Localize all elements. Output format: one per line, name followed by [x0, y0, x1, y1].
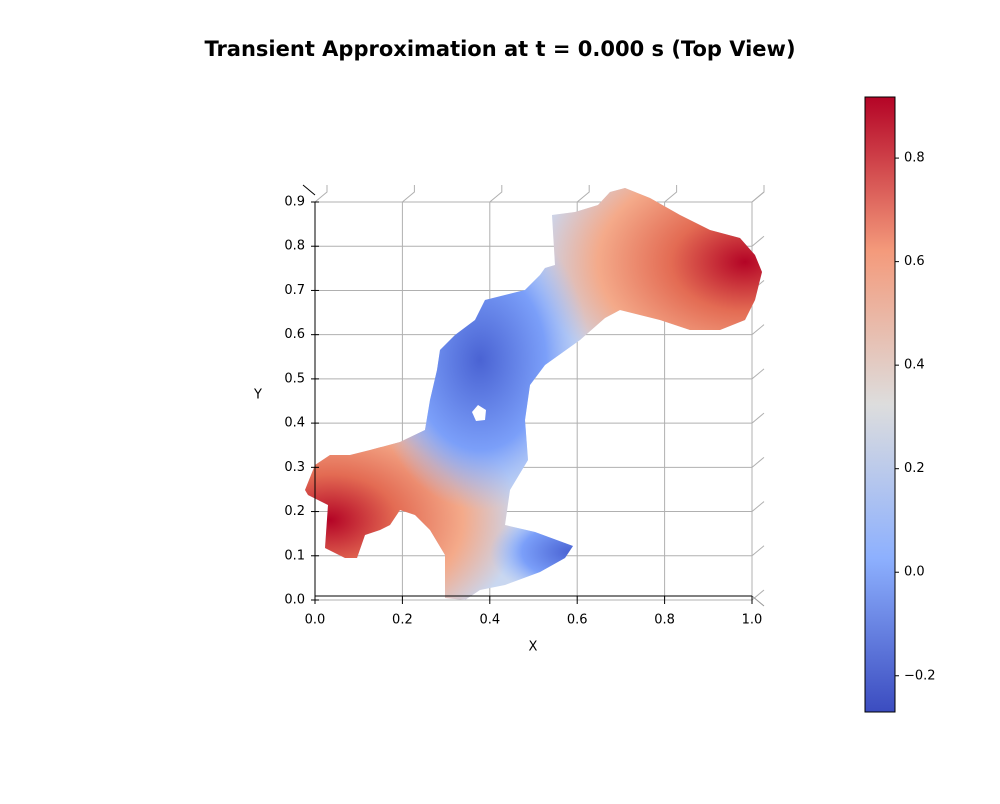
y-tick-label: 0.7	[284, 283, 305, 298]
colorbar-tick-label: 0.6	[904, 254, 925, 269]
grid-line	[315, 412, 765, 424]
x-tick-label: 0.8	[654, 613, 675, 628]
surface	[305, 188, 762, 600]
y-tick-label: 0.0	[284, 593, 305, 608]
colorbar	[864, 96, 896, 713]
x-tick-label: 1.0	[742, 613, 763, 628]
grid-line	[315, 235, 765, 247]
y-tick-label: 0.8	[284, 239, 305, 254]
colorbar-tick-label: −0.2	[904, 668, 936, 683]
y-tick-label: 0.6	[284, 327, 305, 342]
x-tick-label: 0.6	[567, 613, 588, 628]
x-tick-label: 0.2	[392, 613, 413, 628]
y-axis-label: Y	[253, 388, 262, 403]
axis-corner	[302, 184, 316, 196]
y-tick-label: 0.4	[284, 416, 305, 431]
chart-title: Transient Approximation at t = 0.000 s (…	[204, 37, 795, 61]
y-tick-label: 0.9	[284, 195, 305, 210]
x-tick-label: 0.4	[479, 613, 500, 628]
colorbar-tick-label: 0.0	[904, 565, 925, 580]
x-axis-label: X	[529, 640, 538, 655]
y-tick-label: 0.2	[284, 504, 305, 519]
y-tick-label: 0.1	[284, 548, 305, 563]
x-tick-label: 0.0	[305, 613, 326, 628]
axis-corner	[751, 595, 765, 607]
grid-line	[401, 185, 415, 600]
hole	[472, 405, 486, 421]
grid-line	[751, 185, 765, 600]
grid-line	[576, 185, 590, 600]
y-tick-label: 0.3	[284, 460, 305, 475]
colorbar-tick-label: 0.8	[904, 151, 925, 166]
colorbar-tick-label: 0.2	[904, 461, 925, 476]
grid-line	[315, 589, 765, 601]
colorbar-tick-label: 0.4	[904, 358, 925, 373]
y-tick-label: 0.5	[284, 371, 305, 386]
grid-line	[664, 185, 678, 600]
grid-line	[315, 191, 765, 203]
grid-line	[314, 185, 328, 600]
